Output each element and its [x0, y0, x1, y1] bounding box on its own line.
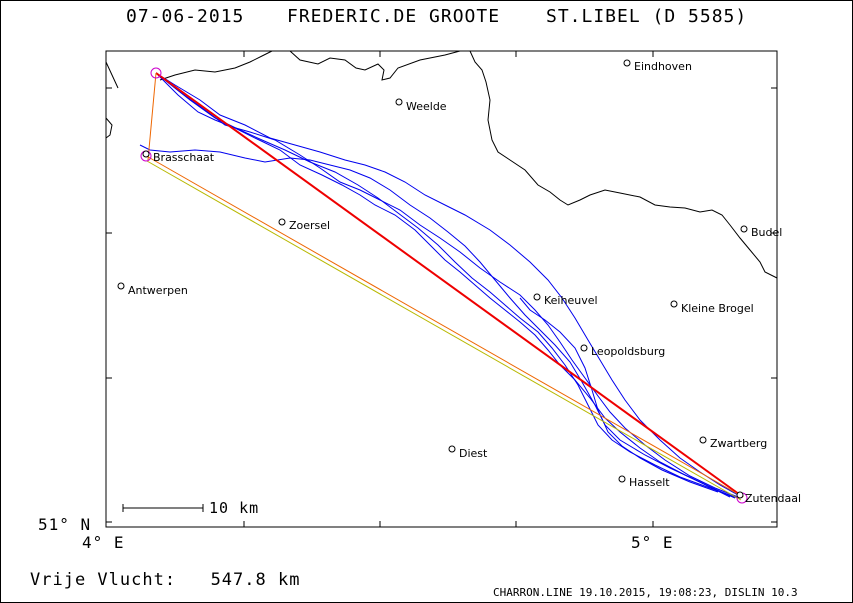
city-marker-keiheuvel — [533, 293, 541, 301]
distance-value: 547.8 km — [210, 570, 301, 590]
city-label-brasschaat: Brasschaat — [153, 151, 215, 164]
task-leg-4 — [147, 72, 157, 161]
city-marker-antwerpen — [117, 282, 125, 290]
city-label-eindhoven: Eindhoven — [634, 60, 692, 73]
latitude-label: 51° N — [38, 515, 92, 534]
task-leg-2 — [142, 153, 744, 498]
city-label-hasselt: Hasselt — [629, 476, 670, 489]
city-marker-zwartberg — [699, 436, 707, 444]
city-label-weelde: Weelde — [406, 100, 447, 113]
longitude-label-right: 5° E — [631, 533, 674, 552]
flight-date: 07-06-2015 — [126, 6, 245, 27]
glider-type: ST.LIBEL (D 5585) — [546, 6, 748, 27]
task-lines — [142, 72, 744, 501]
city-marker-brasschaat — [142, 150, 150, 158]
country-border — [105, 50, 778, 279]
city-label-leopoldsburg: Leopoldsburg — [591, 345, 666, 358]
flight-track — [139, 72, 741, 499]
distance-label: Vrije Vlucht: — [30, 570, 177, 590]
city-markers — [117, 59, 748, 499]
city-marker-eindhoven — [623, 59, 631, 67]
task-leg-3 — [146, 160, 742, 501]
city-marker-diest — [448, 445, 456, 453]
city-marker-kleine-brogel — [670, 300, 678, 308]
city-label-antwerpen: Antwerpen — [128, 284, 188, 297]
city-label-keiheuvel: Keiheuvel — [544, 294, 598, 307]
scale-bar — [122, 504, 204, 512]
city-label-zutendaal: Zutendaal — [745, 492, 802, 505]
task-leg-1 — [155, 72, 744, 498]
generator-info: CHARRON.LINE 19.10.2015, 19:08:23, DISLI… — [493, 586, 798, 599]
turnpoints — [140, 67, 748, 504]
city-marker-weelde — [395, 98, 403, 106]
city-marker-zutendaal — [736, 491, 744, 499]
city-label-kleine-brogel: Kleine Brogel — [681, 302, 754, 315]
pilot-name: FREDERIC.DE GROOTE — [287, 6, 501, 27]
city-marker-zoersel — [278, 218, 286, 226]
city-marker-budel — [740, 225, 748, 233]
city-label-budel: Budel — [751, 226, 783, 239]
city-marker-hasselt — [618, 475, 626, 483]
city-label-zwartberg: Zwartberg — [710, 437, 768, 450]
distance-readout: Vrije Vlucht: 547.8 km — [30, 570, 300, 590]
longitude-label-left: 4° E — [82, 533, 125, 552]
city-marker-leopoldsburg — [580, 344, 588, 352]
scale-bar-label: 10 km — [209, 499, 260, 517]
turnpoint-start — [150, 67, 162, 79]
city-label-diest: Diest — [459, 447, 488, 460]
plot-border — [105, 50, 778, 528]
city-label-zoersel: Zoersel — [289, 219, 331, 232]
axis-ticks — [106, 51, 777, 527]
